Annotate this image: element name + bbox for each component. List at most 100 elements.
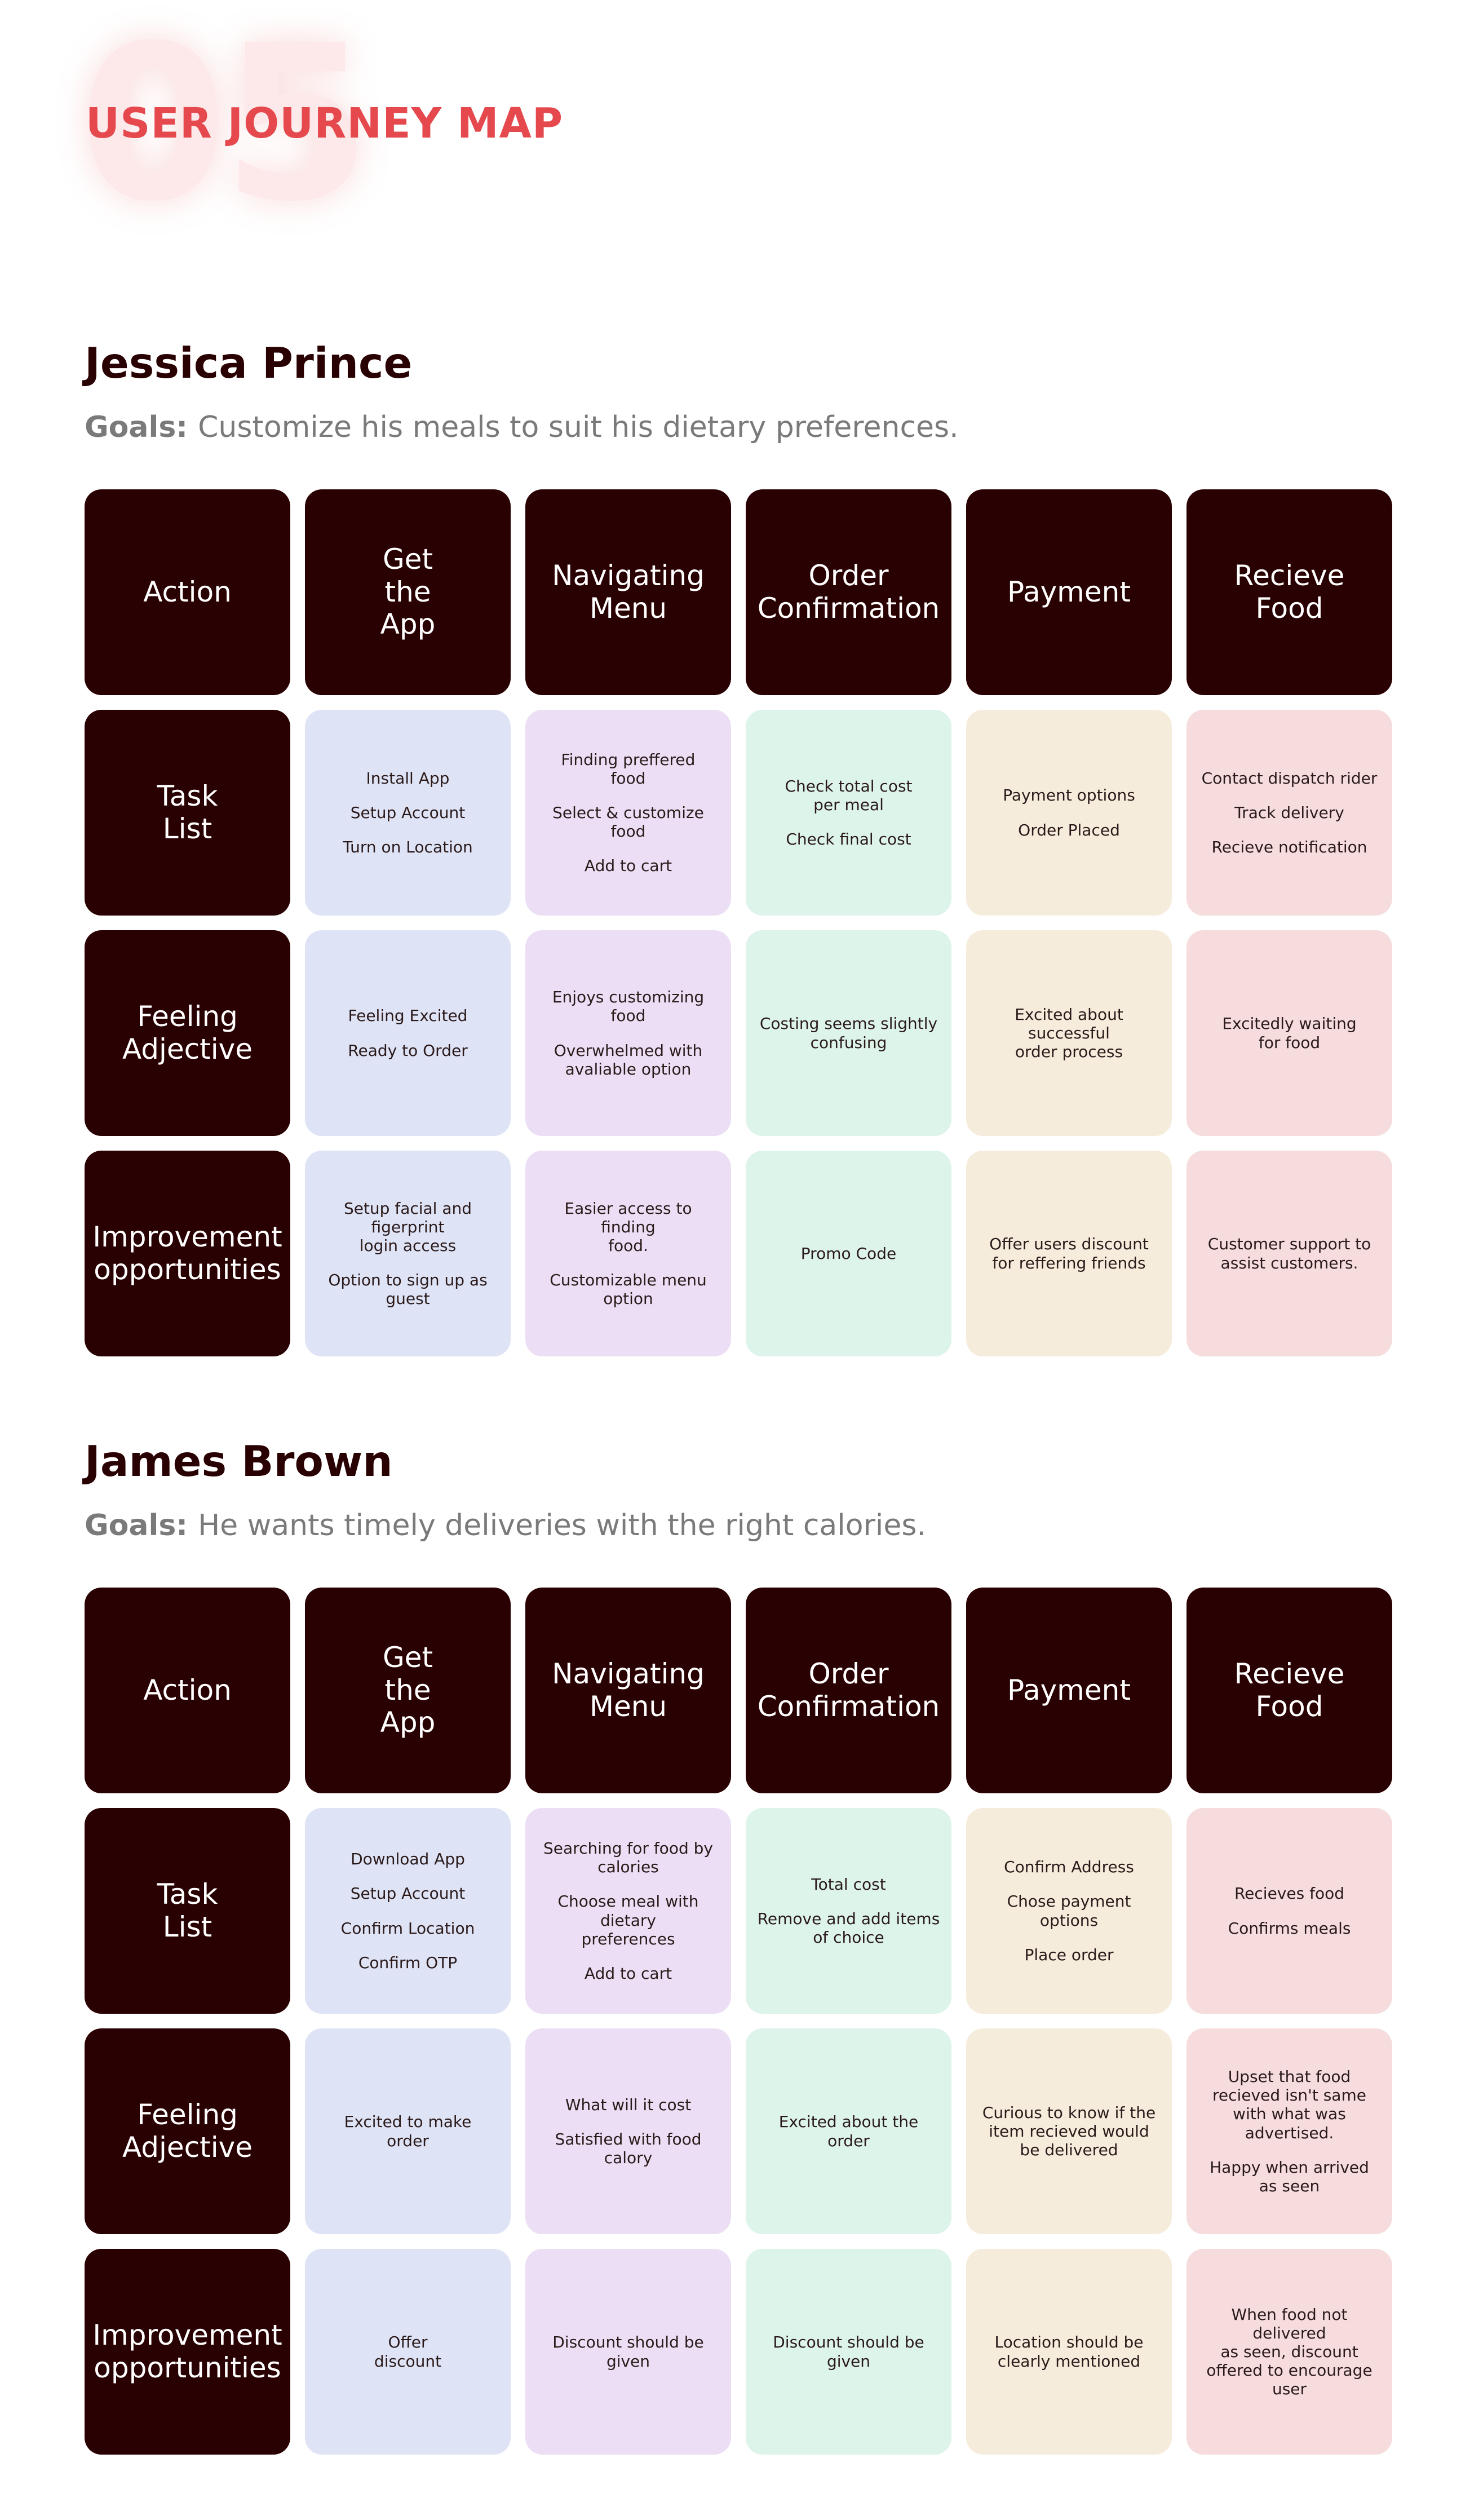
journey-card: Excited about the order	[746, 2028, 951, 2234]
journey-card: Excited to make order	[305, 2028, 511, 2234]
card-item: Download App	[351, 1850, 465, 1869]
goals-text: Customize his meals to suit his dietary …	[198, 410, 959, 444]
row-label: Feeling Adjective	[85, 2028, 290, 2234]
card-item: Recieve notification	[1211, 838, 1367, 857]
journey-card: Searching for food by calories Choose mea…	[525, 1808, 731, 2014]
card-item: Offer discount	[374, 2333, 442, 2371]
card-item: Excited about successful order process	[1015, 1005, 1123, 1062]
stage-header: Recieve Food	[1186, 489, 1392, 695]
card-item: Excitedly waiting for food	[1222, 1014, 1357, 1052]
journey-card: Feeling Excited Ready to Order	[305, 930, 511, 1136]
persona-name: Jessica Prince	[85, 338, 413, 388]
card-item: Check final cost	[786, 830, 911, 849]
card-item: Feeling Excited	[348, 1006, 468, 1025]
journey-card: Check total cost per meal Check final cos…	[746, 710, 951, 916]
stage-header: Recieve Food	[1186, 1588, 1392, 1793]
journey-card: Customer support to assist customers.	[1186, 1151, 1392, 1356]
card-item: Order Placed	[1018, 820, 1120, 839]
journey-card: When food not delivered as seen, discoun…	[1186, 2249, 1392, 2455]
page-title: USER JOURNEY MAP	[86, 99, 564, 148]
row-label: Improvement opportunities	[85, 1151, 290, 1356]
row-label: Improvement opportunities	[85, 2249, 290, 2455]
journey-grid: Action Get the App Navigating Menu Order Co…	[85, 1588, 1393, 2455]
card-item: Upset that food recieved isn't same with…	[1212, 2067, 1366, 2142]
card-item: Discount should be given	[552, 2333, 704, 2371]
card-item: Customer support to assist customers.	[1207, 1235, 1371, 1272]
card-item: Track delivery	[1234, 803, 1344, 822]
card-item: Place order	[1024, 1945, 1114, 1964]
journey-card: Location should be clearly mentioned	[966, 2249, 1172, 2455]
journey-card: Recieves food Confirms meals	[1186, 1808, 1392, 2014]
journey-card: Setup facial and figerprint login access…	[305, 1151, 511, 1356]
card-item: Confirm Address	[1004, 1858, 1134, 1877]
journey-card: Payment options Order Placed	[966, 710, 1172, 916]
persona-goals: Goals: He wants timely deliveries with th…	[85, 1509, 926, 1542]
card-item: Customizable menu option	[550, 1271, 707, 1308]
journey-grid: Action Get the App Navigating Menu Order Co…	[85, 489, 1393, 1356]
card-item: What will it cost	[565, 2095, 692, 2114]
card-item: Setup facial and figerprint login access	[343, 1199, 472, 1255]
card-item: Searching for food by calories	[543, 1839, 713, 1877]
card-item: Choose meal with dietary preferences	[557, 1892, 699, 1948]
journey-card: Excited about successful order process	[966, 930, 1172, 1136]
journey-card: Confirm Address Chose payment options Plac…	[966, 1808, 1172, 2014]
stage-header: Order Confirmation	[746, 1588, 951, 1793]
persona-goals: Goals: Customize his meals to suit his di…	[85, 410, 959, 444]
card-item: Happy when arrived as seen	[1210, 2158, 1369, 2195]
journey-card: Excitedly waiting for food	[1186, 930, 1392, 1136]
stage-header: Order Confirmation	[746, 489, 951, 695]
journey-card: Discount should be given	[525, 2249, 731, 2455]
card-item: Option to sign up as guest	[328, 1271, 488, 1308]
journey-card: Finding preffered food Select & customize…	[525, 710, 731, 916]
card-item: Overwhelmed with avaliable option	[554, 1041, 703, 1078]
card-item: Confirm OTP	[358, 1953, 458, 1972]
card-item: Add to cart	[584, 1964, 672, 1983]
journey-card: What will it cost Satisfied with food cal…	[525, 2028, 731, 2234]
card-item: Confirm Location	[340, 1918, 475, 1938]
goals-label: Goals:	[85, 410, 188, 444]
card-item: When food not delivered as seen, discoun…	[1206, 2305, 1373, 2399]
card-item: Recieves food	[1234, 1884, 1344, 1903]
card-item: Enjoys customizing food	[552, 988, 705, 1025]
journey-card: Enjoys customizing food Overwhelmed with …	[525, 930, 731, 1136]
card-item: Confirms meals	[1228, 1918, 1351, 1938]
card-item: Ready to Order	[348, 1041, 468, 1060]
card-item: Remove and add items of choice	[757, 1909, 940, 1947]
stage-header: Get the App	[305, 489, 511, 695]
card-item: Chose payment options	[1007, 1892, 1131, 1930]
card-item: Contact dispatch rider	[1201, 768, 1378, 788]
row-label: Feeling Adjective	[85, 930, 290, 1136]
journey-card: Curious to know if the item recieved wou…	[966, 2028, 1172, 2234]
journey-card: Upset that food recieved isn't same with…	[1186, 2028, 1392, 2234]
journey-card: Download App Setup Account Confirm Locatio…	[305, 1808, 511, 2014]
persona-name: James Brown	[85, 1436, 393, 1486]
goals-label: Goals:	[85, 1509, 188, 1542]
journey-card: Total cost Remove and add items of choice	[746, 1808, 951, 2014]
card-item: Promo Code	[800, 1244, 897, 1263]
card-item: Excited about the order	[778, 2112, 919, 2150]
stage-header: Get the App	[305, 1588, 511, 1793]
card-item: Satisfied with food calory	[555, 2129, 702, 2168]
card-item: Install App	[366, 768, 450, 788]
row-label: Action	[85, 1588, 290, 1793]
card-item: Setup Account	[350, 803, 466, 822]
card-item: Setup Account	[350, 1884, 466, 1903]
card-item: Location should be clearly mentioned	[994, 2333, 1144, 2371]
journey-card: Promo Code	[746, 1151, 951, 1356]
card-item: Easier access to finding food.	[564, 1199, 692, 1255]
goals-text: He wants timely deliveries with the righ…	[198, 1509, 926, 1542]
journey-card: Install App Setup Account Turn on Location	[305, 710, 511, 916]
card-item: Excited to make order	[344, 2112, 472, 2150]
row-label: Task List	[85, 710, 290, 916]
stage-header: Payment	[966, 489, 1172, 695]
journey-card: Contact dispatch rider Track delivery Reci…	[1186, 710, 1392, 916]
journey-card: Discount should be given	[746, 2249, 951, 2455]
stage-header: Navigating Menu	[525, 1588, 731, 1793]
card-item: Check total cost per meal	[785, 776, 913, 814]
card-item: Add to cart	[584, 856, 672, 876]
card-item: Finding preffered food	[561, 750, 696, 788]
stage-header: Payment	[966, 1588, 1172, 1793]
card-item: Turn on Location	[343, 838, 473, 857]
row-label: Action	[85, 489, 290, 695]
card-item: Discount should be given	[773, 2333, 924, 2371]
